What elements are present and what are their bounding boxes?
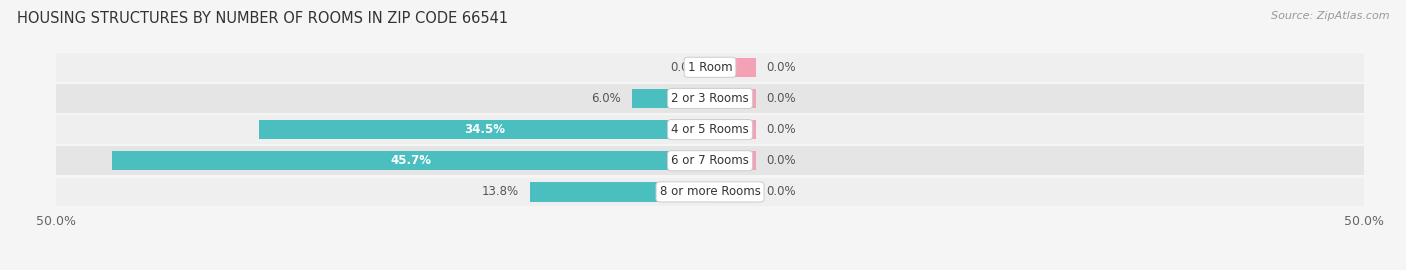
Text: Source: ZipAtlas.com: Source: ZipAtlas.com: [1271, 11, 1389, 21]
Bar: [631, 89, 710, 108]
Bar: [112, 151, 710, 170]
Text: 6.0%: 6.0%: [592, 92, 621, 105]
Text: 4 or 5 Rooms: 4 or 5 Rooms: [671, 123, 749, 136]
Bar: [56, 178, 1364, 206]
Text: 0.0%: 0.0%: [766, 61, 796, 74]
Text: 13.8%: 13.8%: [482, 185, 519, 198]
Bar: [710, 120, 756, 139]
Bar: [710, 58, 756, 77]
Text: HOUSING STRUCTURES BY NUMBER OF ROOMS IN ZIP CODE 66541: HOUSING STRUCTURES BY NUMBER OF ROOMS IN…: [17, 11, 508, 26]
Text: 0.0%: 0.0%: [766, 185, 796, 198]
Text: 34.5%: 34.5%: [464, 123, 505, 136]
Bar: [56, 115, 1364, 144]
Text: 0.0%: 0.0%: [766, 154, 796, 167]
Text: 6 or 7 Rooms: 6 or 7 Rooms: [671, 154, 749, 167]
Text: 0.0%: 0.0%: [766, 123, 796, 136]
Text: 8 or more Rooms: 8 or more Rooms: [659, 185, 761, 198]
Bar: [259, 120, 710, 139]
Bar: [530, 182, 710, 202]
Text: 0.0%: 0.0%: [669, 61, 700, 74]
Bar: [56, 84, 1364, 113]
Text: 2 or 3 Rooms: 2 or 3 Rooms: [671, 92, 749, 105]
Bar: [710, 151, 756, 170]
Bar: [56, 146, 1364, 175]
Bar: [710, 182, 756, 202]
Text: 45.7%: 45.7%: [391, 154, 432, 167]
Text: 0.0%: 0.0%: [766, 92, 796, 105]
Bar: [56, 53, 1364, 82]
Bar: [710, 89, 756, 108]
Text: 1 Room: 1 Room: [688, 61, 733, 74]
